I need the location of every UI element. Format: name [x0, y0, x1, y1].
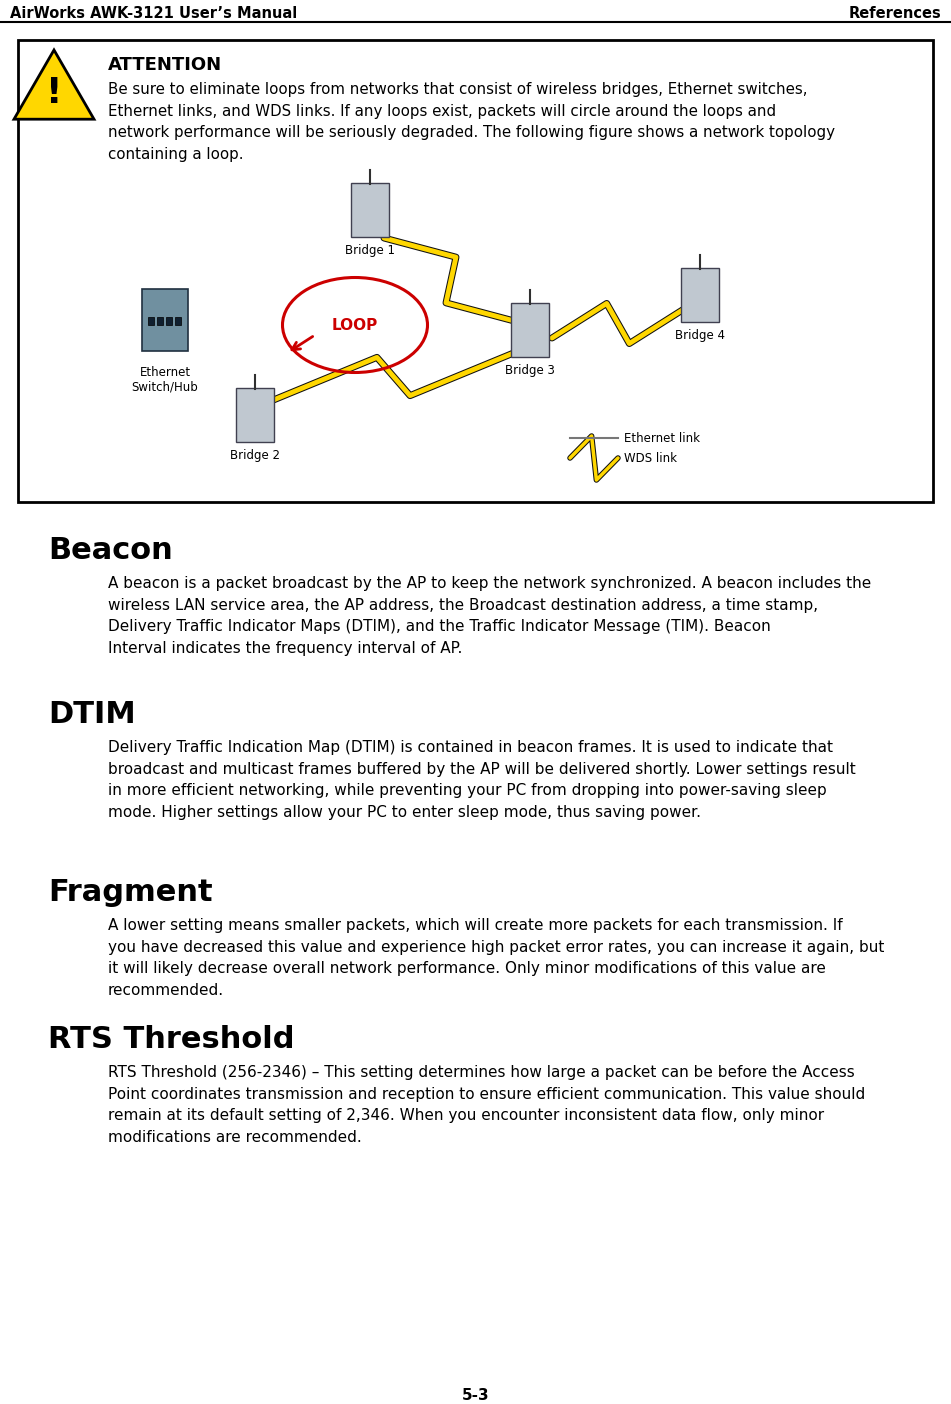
FancyBboxPatch shape	[148, 317, 154, 324]
Text: !: !	[46, 76, 62, 110]
Text: A lower setting means smaller packets, which will create more packets for each t: A lower setting means smaller packets, w…	[108, 918, 884, 998]
FancyBboxPatch shape	[511, 303, 549, 357]
Text: DTIM: DTIM	[48, 701, 136, 729]
FancyBboxPatch shape	[681, 268, 719, 322]
Text: RTS Threshold (256-2346) – This setting determines how large a packet can be bef: RTS Threshold (256-2346) – This setting …	[108, 1066, 865, 1144]
Text: Delivery Traffic Indication Map (DTIM) is contained in beacon frames. It is used: Delivery Traffic Indication Map (DTIM) i…	[108, 740, 856, 820]
Text: Beacon: Beacon	[48, 536, 173, 564]
Text: A beacon is a packet broadcast by the AP to keep the network synchronized. A bea: A beacon is a packet broadcast by the AP…	[108, 576, 871, 656]
Text: Ethernet link: Ethernet link	[624, 431, 700, 445]
Text: Fragment: Fragment	[48, 878, 213, 907]
FancyBboxPatch shape	[166, 317, 172, 324]
Text: 5-3: 5-3	[461, 1389, 490, 1403]
FancyBboxPatch shape	[236, 388, 274, 442]
Text: WDS link: WDS link	[624, 452, 677, 465]
Text: AirWorks AWK-3121 User’s Manual: AirWorks AWK-3121 User’s Manual	[10, 6, 298, 21]
Text: Bridge 4: Bridge 4	[675, 329, 725, 343]
Text: Bridge 3: Bridge 3	[505, 364, 555, 378]
Text: Bridge 2: Bridge 2	[230, 449, 280, 462]
FancyBboxPatch shape	[157, 317, 163, 324]
FancyBboxPatch shape	[351, 183, 389, 237]
Polygon shape	[14, 51, 94, 119]
Text: Be sure to eliminate loops from networks that consist of wireless bridges, Ether: Be sure to eliminate loops from networks…	[108, 81, 835, 161]
FancyBboxPatch shape	[175, 317, 181, 324]
Text: LOOP: LOOP	[332, 317, 378, 333]
Text: ATTENTION: ATTENTION	[108, 56, 223, 74]
FancyBboxPatch shape	[18, 39, 933, 503]
Text: Bridge 1: Bridge 1	[345, 244, 395, 257]
FancyBboxPatch shape	[142, 289, 188, 351]
Text: References: References	[848, 6, 941, 21]
Text: RTS Threshold: RTS Threshold	[48, 1025, 295, 1054]
Text: Ethernet
Switch/Hub: Ethernet Switch/Hub	[131, 366, 199, 395]
